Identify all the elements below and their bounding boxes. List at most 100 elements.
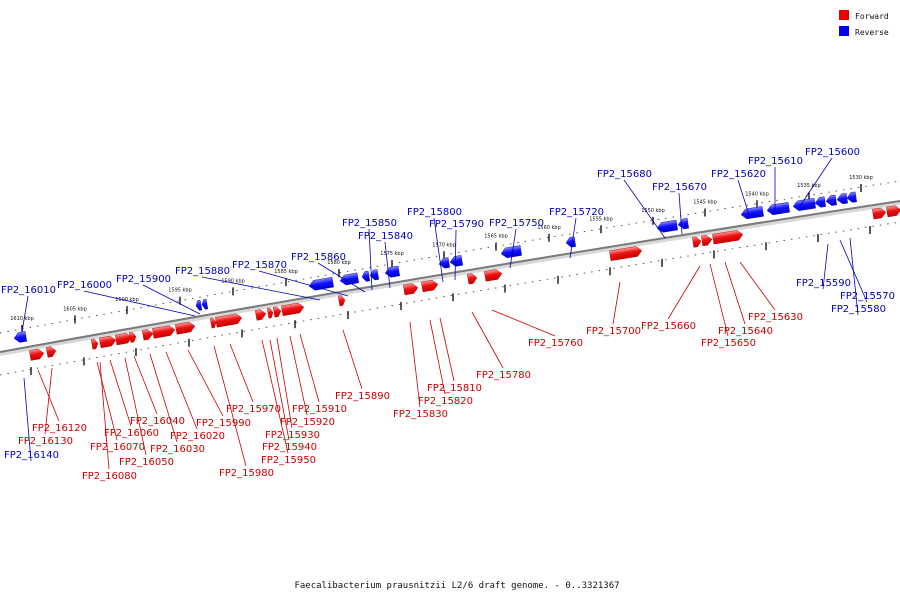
gene-label[interactable]: FP2_16010 xyxy=(1,285,56,296)
forward-gene xyxy=(609,246,643,261)
leader-line xyxy=(491,309,556,337)
leader-line xyxy=(368,228,373,291)
gene-label[interactable]: FP2_16130 xyxy=(18,436,73,447)
reverse-gene xyxy=(13,331,28,343)
upper-major-ticks xyxy=(21,184,862,333)
reverse-gene xyxy=(195,299,203,311)
scale-label: 1540 kbp xyxy=(745,191,769,197)
leader-line xyxy=(37,369,60,422)
gene-label[interactable]: FP2_15820 xyxy=(418,396,473,407)
gene-label[interactable]: FP2_15680 xyxy=(597,169,652,180)
gene-label[interactable]: FP2_15850 xyxy=(342,218,397,229)
gene-label[interactable]: FP2_15600 xyxy=(805,147,860,158)
gene-label[interactable]: FP2_15790 xyxy=(429,219,484,230)
leader-line xyxy=(269,339,290,441)
gene-label[interactable]: FP2_15650 xyxy=(701,338,756,349)
gene-label[interactable]: FP2_15660 xyxy=(641,321,696,332)
gene-label[interactable]: FP2_15590 xyxy=(796,278,851,289)
gene-label[interactable]: FP2_16030 xyxy=(150,444,205,455)
gene-label[interactable]: FP2_15630 xyxy=(748,312,803,323)
gene-label[interactable]: FP2_15990 xyxy=(196,418,251,429)
gene-label[interactable]: FP2_15670 xyxy=(652,182,707,193)
scale-label: 1605 kbp xyxy=(63,306,87,312)
gene-label[interactable]: FP2_16070 xyxy=(90,442,145,453)
gene-label[interactable]: FP2_16040 xyxy=(130,416,185,427)
gene-label[interactable]: FP2_15760 xyxy=(528,338,583,349)
leader-line xyxy=(289,335,308,416)
scale-label: 1565 kbp xyxy=(484,234,508,240)
gene-label[interactable]: FP2_15950 xyxy=(261,455,316,466)
reverse-gene xyxy=(565,236,576,248)
gene-label[interactable]: FP2_15930 xyxy=(265,430,320,441)
gene-label[interactable]: FP2_16000 xyxy=(57,280,112,291)
leader-line xyxy=(124,357,147,456)
backbone-line xyxy=(0,200,900,353)
scale-label: 1560 kbp xyxy=(537,225,561,231)
gene-label[interactable]: FP2_15800 xyxy=(407,207,462,218)
gene-label[interactable]: FP2_16060 xyxy=(104,428,159,439)
leader-line xyxy=(213,345,247,467)
legend-forward-label: Forward xyxy=(855,12,889,21)
gene-label[interactable]: FP2_15890 xyxy=(335,391,390,402)
gene-label[interactable]: FP2_15610 xyxy=(748,156,803,167)
forward-gene xyxy=(99,335,117,349)
gene-label[interactable]: FP2_15750 xyxy=(489,218,544,229)
leader-line xyxy=(261,339,289,454)
reverse-gene xyxy=(825,194,837,206)
reverse-gene xyxy=(792,197,816,211)
gene-label[interactable]: FP2_15640 xyxy=(718,326,773,337)
scale-label: 1600 kbp xyxy=(115,297,139,303)
leader-line xyxy=(201,276,321,301)
gene-labels: FP2_16010 FP2_16000FP2_15900FP2_15880FP2_… xyxy=(1,147,895,482)
legend-reverse-label: Reverse xyxy=(855,28,889,37)
leader-line xyxy=(799,157,833,207)
scale-label: 1550 kbp xyxy=(641,208,665,214)
leader-line xyxy=(569,217,577,259)
leader-line xyxy=(149,353,178,443)
gene-label[interactable]: FP2_15860 xyxy=(291,252,346,263)
gene-label[interactable]: FP2_15920 xyxy=(280,417,335,428)
reverse-gene xyxy=(836,193,848,205)
gene-label[interactable]: FP2_16050 xyxy=(119,457,174,468)
forward-gene xyxy=(281,302,305,317)
gene-label[interactable]: FP2_15840 xyxy=(358,231,413,242)
scale-label: 1530 kbp xyxy=(849,175,873,181)
gene-label[interactable]: FP2_15810 xyxy=(427,383,482,394)
gene-label[interactable]: FP2_15700 xyxy=(586,326,641,337)
upper-scale-track xyxy=(0,180,900,334)
gene-label[interactable]: FP2_15970 xyxy=(226,404,281,415)
gene-label[interactable]: FP2_15880 xyxy=(175,266,230,277)
lower-major-ticks xyxy=(30,226,871,375)
gene-label[interactable]: FP2_15570 xyxy=(840,291,895,302)
gene-label[interactable]: FP2_15910 xyxy=(292,404,347,415)
legend-forward-swatch xyxy=(839,10,849,20)
gene-label[interactable]: FP2_16140 xyxy=(4,450,59,461)
reverse-gene xyxy=(740,206,764,220)
gene-label[interactable]: FP2_15780 xyxy=(476,370,531,381)
forward-gene xyxy=(337,295,346,307)
forward-gene xyxy=(152,325,176,339)
gene-label[interactable]: FP2_15940 xyxy=(262,442,317,453)
gene-label[interactable]: FP2_15830 xyxy=(393,409,448,420)
leader-lines xyxy=(21,157,868,470)
gene-label[interactable]: FP2_15620 xyxy=(711,169,766,180)
forward-gene xyxy=(701,235,713,247)
gene-label[interactable]: FP2_16080 xyxy=(82,471,137,482)
leader-line xyxy=(454,229,457,281)
leader-line xyxy=(229,343,254,403)
gene-label[interactable]: FP2_15580 xyxy=(831,304,886,315)
leader-line xyxy=(384,241,391,289)
gene-label[interactable]: FP2_16120 xyxy=(32,423,87,434)
leader-line xyxy=(433,217,444,283)
gene-label[interactable]: FP2_15900 xyxy=(116,274,171,285)
reverse-gene xyxy=(656,219,678,233)
gene-label[interactable]: FP2_15980 xyxy=(219,468,274,479)
gene-label[interactable]: FP2_15870 xyxy=(232,260,287,271)
forward-gene xyxy=(712,230,744,245)
leader-line xyxy=(258,270,349,297)
leader-line xyxy=(21,295,29,333)
gene-label[interactable]: FP2_15720 xyxy=(549,207,604,218)
legend: Forward Reverse xyxy=(839,10,889,37)
gene-label[interactable]: FP2_16020 xyxy=(170,431,225,442)
scale-label: 1545 kbp xyxy=(693,200,717,206)
